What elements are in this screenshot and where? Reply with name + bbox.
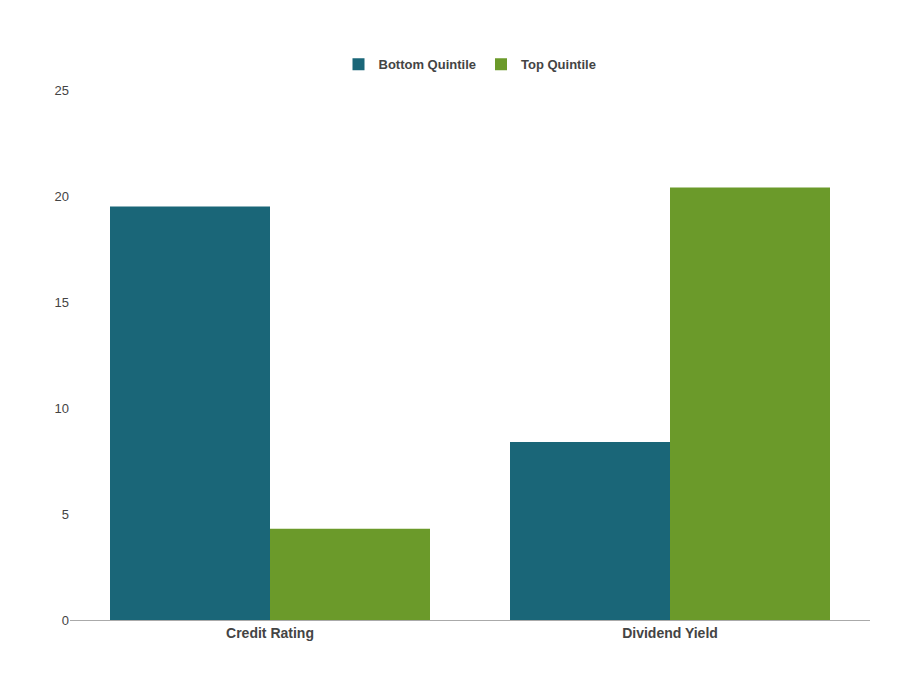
svg-text:Top Quintile: Top Quintile: [521, 57, 596, 72]
svg-text:0: 0: [62, 613, 69, 628]
svg-text:Bottom Quintile: Bottom Quintile: [379, 57, 477, 72]
svg-text:20: 20: [55, 189, 69, 204]
svg-text:15: 15: [55, 295, 69, 310]
svg-text:Credit Rating: Credit Rating: [226, 625, 314, 641]
svg-text:10: 10: [55, 401, 69, 416]
svg-text:25: 25: [55, 83, 69, 98]
svg-text:Dividend Yield: Dividend Yield: [622, 625, 718, 641]
svg-text:5: 5: [62, 507, 69, 522]
